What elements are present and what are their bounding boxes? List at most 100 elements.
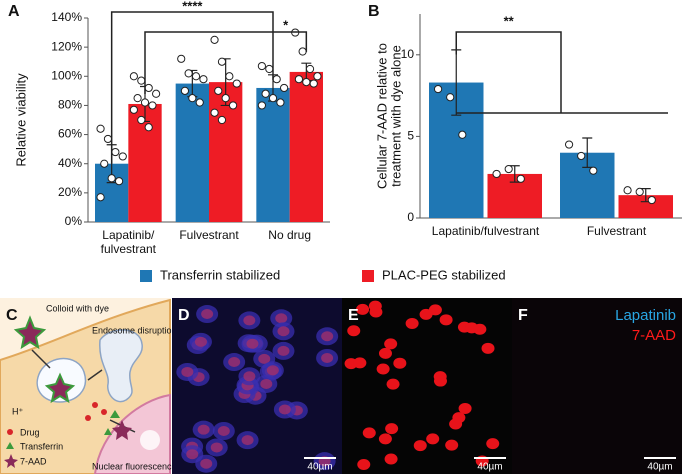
legend-dye [4,454,18,468]
legend-label: Drug [20,427,40,437]
panel-label: F [518,307,528,324]
cell-nucleus [439,314,453,326]
error-bar [509,165,520,183]
colloid-label: Colloid with dye [46,303,109,313]
fluorescence-glow [140,430,160,450]
cell-nucleus [356,303,370,315]
data-point [280,83,289,93]
cell-nucleus [378,433,392,445]
significance-label: * [283,17,289,32]
data-point [302,78,311,87]
cell-nucleus [384,453,398,465]
data-point [114,177,124,186]
cell-nucleus [465,322,479,334]
cell-nucleus [260,378,273,389]
cell-nucleus [181,366,194,377]
y-tick-label: 10 [401,47,415,61]
cell-nucleus [384,338,398,350]
cell-nucleus [353,357,367,369]
disrupted-endosome [99,329,143,403]
cell-nucleus [458,402,472,414]
x-tick-label: Fulvestrant [586,224,647,238]
cell-nucleus [426,433,440,445]
data-point [221,94,230,103]
y-tick-label: 20% [58,185,82,199]
data-point [140,98,150,107]
data-point [184,69,193,78]
legend-drug [7,429,13,435]
significance-bracket [110,11,274,164]
data-point [257,61,266,71]
data-point [177,54,186,63]
y-axis-label: treatment with dye alone [388,45,403,187]
endosome-label: Endosome disruption [92,325,177,335]
data-point [103,134,113,144]
data-point [564,140,574,149]
cell-nucleus [445,439,459,451]
data-point [623,186,632,195]
cell-nucleus [228,357,241,368]
cell-nucleus [385,423,399,435]
nucleus-label: Nuclear fluorescence [92,461,177,471]
cell-nucleus [405,317,419,329]
cell-nucleus [210,442,223,453]
cell-nucleus [197,424,210,435]
legend-transferrin [6,442,14,449]
data-point [268,94,278,103]
cell-nucleus [376,363,390,375]
data-point [516,174,525,183]
data-point [225,72,234,81]
legend-label: 7-AAD [20,456,47,466]
data-point [188,94,197,103]
data-point [261,89,270,98]
error-bar [582,137,593,169]
cell-nucleus [277,345,290,356]
data-point [96,193,105,202]
data-point [635,187,644,196]
data-point [217,57,227,66]
cell-nucleus [386,378,400,390]
x-tick-label-box: Lapatinib/fulvestrant [431,224,540,238]
cell-nucleus [243,315,256,326]
cell-nucleus [275,313,288,324]
legend-label: Transferrin stabilized [160,267,280,282]
data-point [199,75,208,84]
cell-nucleus [194,336,207,347]
bar [128,103,162,222]
x-tick-label-box: No drug [268,228,311,242]
bar [175,83,209,222]
panel-label: D [178,307,190,324]
data-point [129,72,138,81]
cell-nucleus [258,353,271,364]
cell-nucleus [481,342,495,354]
data-point [210,35,219,44]
data-point [257,101,266,110]
micrograph [342,298,512,474]
cell-nucleus [201,309,214,320]
cell-nucleus [246,338,259,349]
cell-nucleus [368,300,382,312]
data-point [433,84,443,94]
cell-nucleus [266,365,279,376]
bar [289,71,323,223]
legend-swatch [140,270,152,282]
cell-nucleus [217,426,230,437]
data-point [276,98,285,107]
x-tick-label: Lapatinib/fulvestrant [431,224,540,238]
y-tick-label: 140% [51,10,82,24]
dye-mark [112,420,132,440]
data-point [191,72,201,81]
data-point [298,47,307,56]
scale-label: 40µm [647,462,672,473]
cell-nucleus [321,352,334,363]
bar [618,195,673,218]
transferrin-mark [104,428,112,435]
cell-nucleus [378,347,392,359]
proton-label: H⁺ [12,406,23,416]
data-point [133,94,142,103]
panel-label: A [8,3,20,20]
arrow [87,369,103,381]
y-tick-label: 120% [51,39,82,53]
data-point [309,79,318,88]
data-point [272,75,281,84]
